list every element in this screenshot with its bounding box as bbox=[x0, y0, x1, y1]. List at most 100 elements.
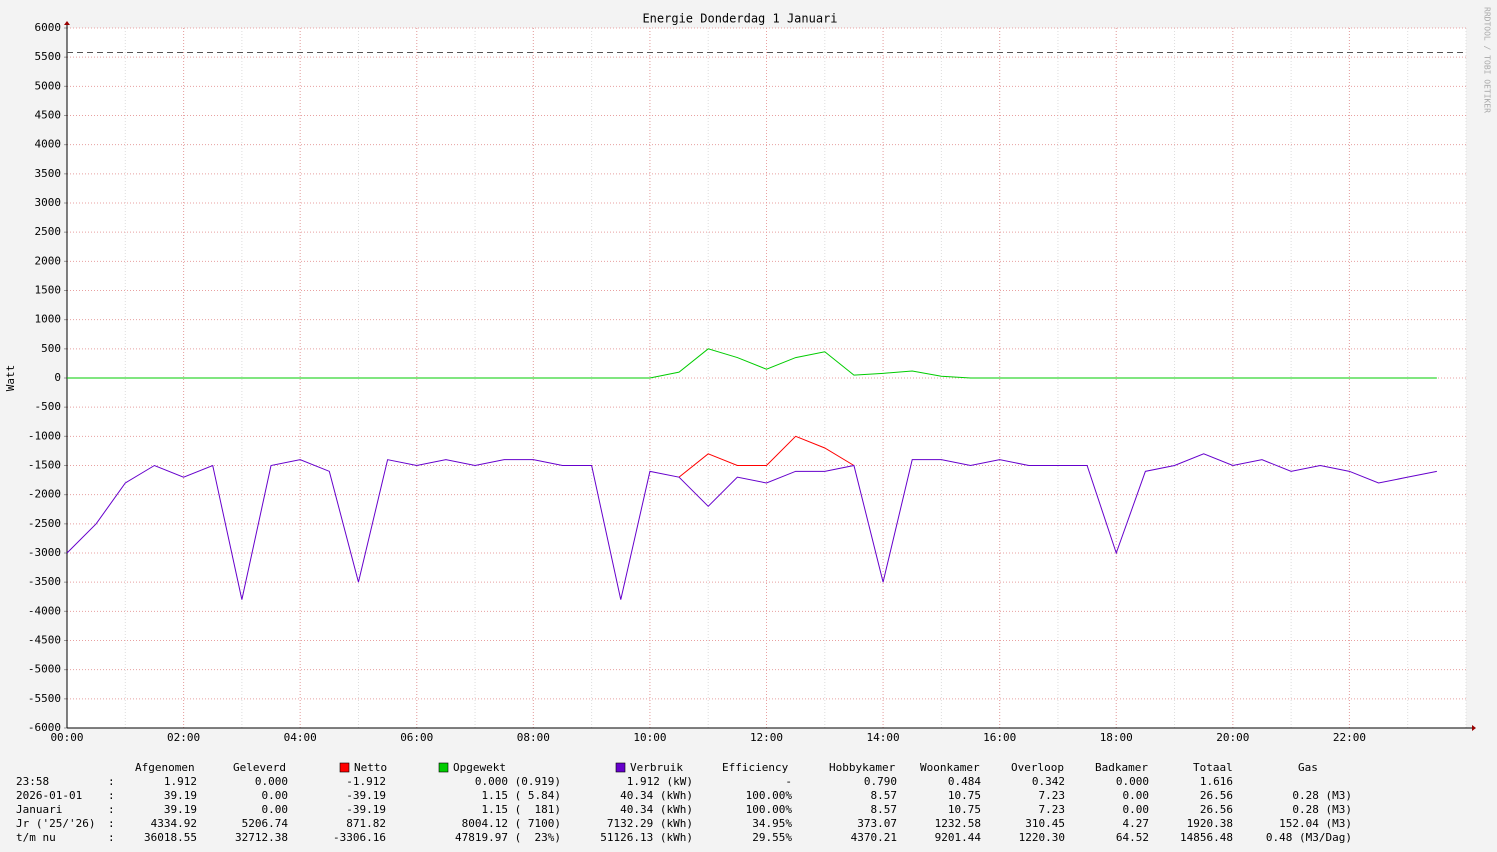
table-cell: 1220.30 bbox=[1019, 831, 1065, 844]
table-cell: 34.95% bbox=[752, 817, 792, 830]
table-cell: 7.23 bbox=[1039, 789, 1066, 802]
legend-swatch bbox=[339, 762, 350, 773]
table-cell: 4.27 bbox=[1123, 817, 1150, 830]
table-header: Gas bbox=[1298, 761, 1318, 774]
table-cell: 0.342 bbox=[1032, 775, 1065, 788]
table-cell: 32712.38 bbox=[235, 831, 288, 844]
table-cell: 0.28 (M3) bbox=[1292, 789, 1352, 802]
y-tick-label: 5000 bbox=[35, 79, 62, 92]
y-tick-label: -2500 bbox=[28, 517, 61, 530]
table-cell: -39.19 bbox=[346, 789, 386, 802]
legend-label: Opgewekt bbox=[453, 761, 506, 774]
table-cell: 4334.92 bbox=[151, 817, 197, 830]
table-cell: : bbox=[108, 831, 115, 844]
table-cell: 0.484 bbox=[948, 775, 981, 788]
table-cell: 871.82 bbox=[346, 817, 386, 830]
table-cell: 7.23 bbox=[1039, 803, 1066, 816]
y-tick-label: -3000 bbox=[28, 546, 61, 559]
table-cell: 14856.48 bbox=[1180, 831, 1233, 844]
table-header: Hobbykamer bbox=[829, 761, 896, 774]
table-cell: 100.00% bbox=[746, 803, 793, 816]
table-cell: 8.57 bbox=[871, 803, 898, 816]
table-cell: 1.15 ( 5.84) bbox=[482, 789, 561, 802]
series-line bbox=[67, 348, 1437, 379]
table-cell: -39.19 bbox=[346, 803, 386, 816]
y-tick-label: -4000 bbox=[28, 604, 61, 617]
x-tick-label: 16:00 bbox=[983, 731, 1016, 744]
table-header: Badkamer bbox=[1095, 761, 1148, 774]
table-cell: 7132.29 (kWh) bbox=[607, 817, 693, 830]
x-tick-label: 06:00 bbox=[400, 731, 433, 744]
y-tick-label: 1000 bbox=[35, 313, 62, 326]
chart-title: Energie Donderdag 1 Januari bbox=[642, 12, 837, 26]
table-cell: 5206.74 bbox=[242, 817, 289, 830]
table-cell: -3306.16 bbox=[333, 831, 386, 844]
y-tick-label: 3000 bbox=[35, 196, 62, 209]
table-cell: 39.19 bbox=[164, 803, 197, 816]
y-tick-label: 2000 bbox=[35, 254, 62, 267]
table-header: Afgenomen bbox=[135, 761, 195, 774]
y-tick-label: 2500 bbox=[35, 225, 62, 238]
table-cell: 1.616 bbox=[1200, 775, 1233, 788]
y-tick-label: 4000 bbox=[35, 138, 62, 151]
y-tick-label: 4500 bbox=[35, 109, 62, 122]
table-cell: 10.75 bbox=[948, 789, 981, 802]
y-tick-label: -6000 bbox=[28, 721, 61, 734]
series-line bbox=[678, 435, 855, 478]
x-tick-label: 10:00 bbox=[633, 731, 666, 744]
y-tick-label: -2000 bbox=[28, 488, 61, 501]
y-tick-label: -5500 bbox=[28, 692, 61, 705]
x-tick-label: 22:00 bbox=[1333, 731, 1366, 744]
table-cell: 0.48 (M3/Dag) bbox=[1266, 831, 1352, 844]
table-cell: - bbox=[785, 775, 792, 788]
y-tick-label: -1000 bbox=[28, 429, 61, 442]
table-cell: t/m nu bbox=[16, 831, 56, 844]
table-cell: 29.55% bbox=[752, 831, 792, 844]
x-tick-label: 08:00 bbox=[517, 731, 550, 744]
table-header: Woonkamer bbox=[920, 761, 980, 774]
table-cell: 10.75 bbox=[948, 803, 981, 816]
table-cell: 0.00 bbox=[262, 803, 289, 816]
table-cell: 2026-01-01 bbox=[16, 789, 82, 802]
grid bbox=[66, 27, 1467, 729]
table-cell: 0.00 bbox=[1123, 803, 1150, 816]
legend-label: Verbruik bbox=[630, 761, 683, 774]
table-cell: 310.45 bbox=[1025, 817, 1065, 830]
table-cell: 152.04 (M3) bbox=[1279, 817, 1352, 830]
table-cell: 0.00 bbox=[262, 789, 289, 802]
legend-label: Netto bbox=[354, 761, 387, 774]
table-cell: 51126.13 (kWh) bbox=[600, 831, 693, 844]
table-header: Efficiency bbox=[722, 761, 789, 774]
y-tick-label: -5000 bbox=[28, 663, 61, 676]
table-cell: 64.52 bbox=[1116, 831, 1149, 844]
table-cell: 0.000 bbox=[1116, 775, 1149, 788]
x-tick-label: 04:00 bbox=[284, 731, 317, 744]
table-cell: 26.56 bbox=[1200, 803, 1233, 816]
y-tick-label: -500 bbox=[35, 400, 62, 413]
table-cell: 8004.12 ( 7100) bbox=[462, 817, 561, 830]
x-tick-label: 18:00 bbox=[1100, 731, 1133, 744]
table-cell: 373.07 bbox=[857, 817, 897, 830]
x-tick-label: 02:00 bbox=[167, 731, 200, 744]
table-cell: 36018.55 bbox=[144, 831, 197, 844]
table-cell: 40.34 (kWh) bbox=[620, 803, 693, 816]
legend-swatch bbox=[438, 762, 449, 773]
table-cell: 47819.97 ( 23%) bbox=[455, 831, 561, 844]
table-header: Totaal bbox=[1193, 761, 1233, 774]
x-tick-label: 20:00 bbox=[1216, 731, 1249, 744]
table-cell: 0.00 bbox=[1123, 789, 1150, 802]
table-cell: 100.00% bbox=[746, 789, 793, 802]
table-cell: 1920.38 bbox=[1187, 817, 1233, 830]
table-cell: 40.34 (kWh) bbox=[620, 789, 693, 802]
x-tick-label: 12:00 bbox=[750, 731, 783, 744]
y-tick-label: 0 bbox=[54, 371, 61, 384]
table-cell: 1.15 ( 181) bbox=[482, 803, 561, 816]
y-tick-label: 3500 bbox=[35, 167, 62, 180]
table-cell: -1.912 bbox=[346, 775, 386, 788]
y-tick-label: -1500 bbox=[28, 459, 61, 472]
table-cell: : bbox=[108, 775, 115, 788]
x-tick-label: 14:00 bbox=[867, 731, 900, 744]
y-tick-label: -4500 bbox=[28, 634, 61, 647]
y-tick-label: 6000 bbox=[35, 21, 62, 34]
y-tick-label: 5500 bbox=[35, 50, 62, 63]
